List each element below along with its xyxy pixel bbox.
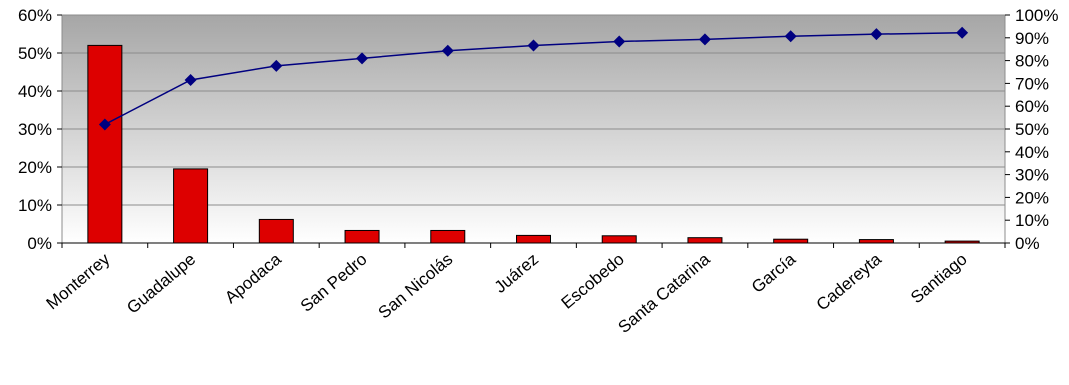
category-label: Santiago (907, 250, 971, 308)
right-tick-label: 0% (1015, 234, 1040, 253)
left-tick-label: 40% (18, 82, 52, 101)
line-point (270, 59, 283, 72)
bar (258, 218, 294, 244)
left-tick-label: 50% (18, 44, 52, 63)
bar (430, 229, 466, 244)
right-tick-label: 90% (1015, 29, 1049, 48)
bar (858, 239, 894, 244)
gridlines (62, 52, 1005, 206)
left-axis-tick-labels: 0% 10% 20% 30% 40% 50% 60% (18, 6, 52, 253)
right-tick-label: 80% (1015, 52, 1049, 71)
right-tick-label: 40% (1015, 143, 1049, 162)
bar (87, 44, 123, 244)
line-point (698, 33, 711, 46)
category-label: Santa Catarina (614, 249, 714, 337)
category-label: Juárez (491, 250, 542, 297)
line-point (527, 39, 540, 52)
line-point (613, 35, 626, 48)
right-tick-label: 70% (1015, 74, 1049, 93)
category-label: García (748, 249, 800, 297)
bar-series (87, 44, 980, 244)
category-labels: Monterrey Guadalupe Apodaca San Pedro San Ni… (43, 249, 971, 337)
line-point (784, 30, 797, 43)
category-label: Cadereyta (813, 249, 886, 314)
axes (57, 14, 1010, 248)
line-point (956, 26, 969, 39)
right-tick-label: 60% (1015, 97, 1049, 116)
category-label: Guadalupe (123, 250, 199, 318)
left-tick-label: 60% (18, 6, 52, 25)
line-point (870, 28, 883, 41)
category-label: Apodaca (221, 249, 285, 307)
category-label: Escobedo (558, 250, 628, 313)
category-label: Monterrey (43, 249, 114, 313)
right-tick-label: 10% (1015, 211, 1049, 230)
bar (344, 229, 380, 244)
category-label: San Nicolás (375, 250, 457, 323)
right-tick-label: 50% (1015, 120, 1049, 139)
right-tick-label: 30% (1015, 166, 1049, 185)
right-tick-label: 100% (1015, 6, 1058, 25)
right-tick-label: 20% (1015, 188, 1049, 207)
line-point (98, 118, 111, 131)
category-label: San Pedro (297, 250, 371, 316)
bar (516, 234, 551, 244)
bar (773, 238, 809, 244)
cumulative-line-series (98, 26, 969, 131)
line-point (356, 52, 369, 65)
left-tick-label: 10% (18, 196, 52, 215)
left-tick-label: 20% (18, 158, 52, 177)
left-tick-label: 0% (27, 234, 52, 253)
bar (687, 237, 723, 244)
left-tick-label: 30% (18, 120, 52, 139)
line-point (184, 73, 197, 86)
right-axis-tick-labels: 0% 10% 20% 30% 40% 50% 60% 70% 80% 90% 100% (1015, 6, 1058, 253)
bar (601, 235, 637, 244)
bar (173, 168, 209, 244)
line-point (441, 44, 454, 57)
